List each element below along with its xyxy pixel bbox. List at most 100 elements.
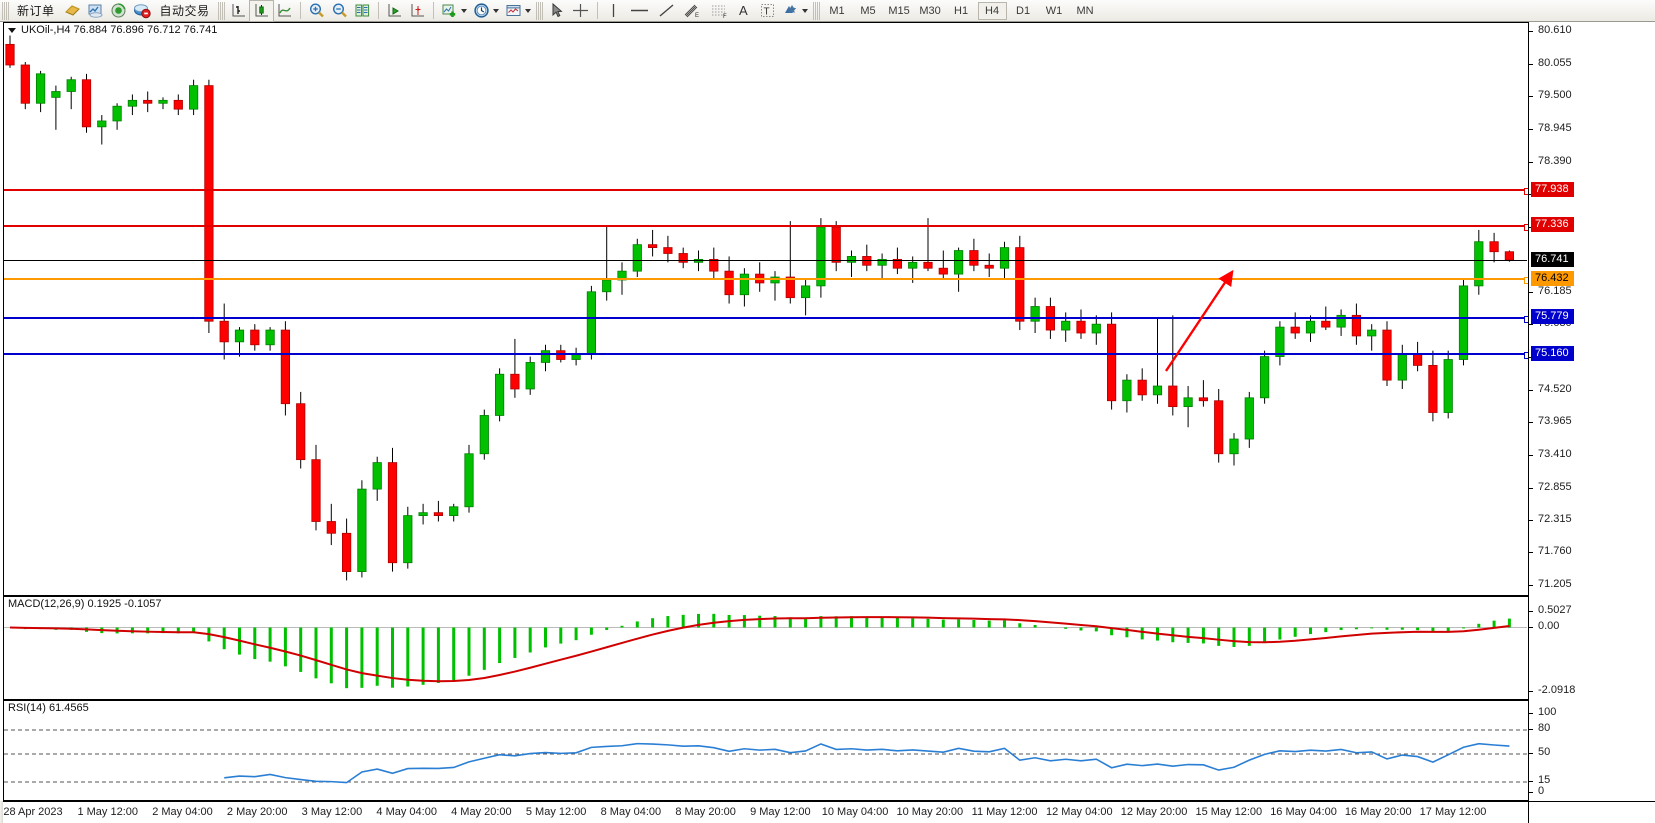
chart-container[interactable]: UKOil-,H4 76.884 76.896 76.712 76.741 80… [0,22,1655,823]
horizontal-line-icon[interactable] [625,1,654,21]
timeframe-m1[interactable]: M1 [829,4,845,17]
timeframe-m5[interactable]: M5 [860,4,876,17]
period-icon[interactable] [470,1,502,21]
level-line-current-price[interactable] [4,259,1527,261]
auto-trading-label: 自动交易 [159,4,210,18]
time-label: 10 May 20:00 [896,806,964,818]
rsi-title: RSI(14) 61.4565 [8,702,89,714]
level-line-entry-level[interactable] [4,277,1531,285]
svg-text:F: F [723,14,727,19]
timeframe-m30[interactable]: M30 [919,4,941,17]
time-label: 17 May 12:00 [1419,806,1487,818]
chart-symbol-title: UKOil-,H4 76.884 76.896 76.712 76.741 [8,24,217,36]
new-order-button[interactable]: 新订单 [11,1,61,21]
price-pane[interactable]: UKOil-,H4 76.884 76.896 76.712 76.741 80… [0,22,1655,596]
price-badge-support-1[interactable]: 75.779 [1531,309,1574,325]
equidistant-channel-icon[interactable]: E [679,1,706,21]
crosshair-icon[interactable] [568,1,593,21]
time-label: 1 May 12:00 [77,806,139,818]
level-line-resistance-2[interactable] [4,188,1531,196]
level-line-support-2[interactable] [4,352,1531,360]
templates-dropdown-caret[interactable] [524,8,531,13]
time-label: 11 May 12:00 [971,806,1038,818]
rsi-plot [4,729,1527,784]
timeframe-m15[interactable]: M15 [888,4,910,17]
shapes-dropdown-caret[interactable] [801,8,808,13]
chart-menu-caret-icon[interactable] [8,27,16,33]
toolbar-separator-3 [432,2,434,19]
price-badge-current-price[interactable]: 76.741 [1531,252,1574,268]
time-label: 2 May 20:00 [226,806,288,818]
timeframe-d1[interactable]: D1 [1016,4,1031,17]
text-icon[interactable]: T [756,1,779,21]
macd-pane[interactable]: MACD(12,26,9) 0.1925 -0.1057 0.5027 0.00-… [0,596,1655,700]
vertical-line-icon[interactable] [602,1,625,21]
time-label: 9 May 12:00 [750,806,811,818]
rsi-pane[interactable]: RSI(14) 61.4565 100 80 50 15 0 [0,700,1655,801]
indicators-dropdown-caret[interactable] [460,8,467,13]
toolbar-separator-1 [299,2,301,19]
time-label: 2 May 04:00 [152,806,213,818]
fibonacci-icon[interactable]: F [706,1,733,21]
toolbar-grip-2[interactable] [217,1,225,20]
auto-trading-button[interactable]: 自动交易 [154,1,216,21]
time-label: 4 May 04:00 [376,806,437,818]
period-dropdown-caret[interactable] [492,8,499,13]
indicators-icon[interactable] [438,1,470,21]
time-label: 4 May 20:00 [451,806,512,818]
macd-title: MACD(12,26,9) 0.1925 -0.1057 [8,598,162,610]
auto-trading-icon[interactable] [130,1,154,21]
price-badge-support-2[interactable]: 75.160 [1531,345,1574,361]
timeframe-h1[interactable]: H1 [954,4,969,17]
toolbar-grip-4[interactable] [812,1,820,20]
auto-scroll-icon[interactable] [406,1,429,21]
time-label: 3 May 12:00 [301,806,363,818]
line-chart-icon[interactable] [273,1,296,21]
svg-text:A: A [739,3,748,18]
time-label: 16 May 04:00 [1270,806,1337,818]
macd-pane-border [3,596,1528,700]
time-label: 16 May 20:00 [1344,806,1412,818]
zoom-out-icon[interactable] [328,1,351,21]
timeframe-mn[interactable]: MN [1076,4,1094,17]
timeframe-w1[interactable]: W1 [1045,4,1063,17]
time-label: 8 May 04:00 [600,806,662,818]
time-label: 8 May 20:00 [675,806,736,818]
svg-text:E: E [695,13,699,19]
toolbar-grip[interactable] [2,1,9,20]
profile-icon[interactable] [61,1,84,21]
templates-icon[interactable] [502,1,534,21]
timeframe-h4[interactable]: H4 [977,1,1007,20]
macd-plot [4,613,1527,689]
level-line-resistance-1[interactable] [4,223,1531,231]
zoom-in-icon[interactable] [305,1,328,21]
axis-corner [1528,801,1655,823]
cursor-icon[interactable] [545,1,568,21]
time-label: 28 Apr 2023 [3,806,63,818]
time-label: 15 May 12:00 [1195,806,1263,818]
price-badge-resistance-2[interactable]: 77.938 [1531,181,1574,197]
candlestick-chart-icon[interactable] [248,0,274,22]
rsi-axis: 100 80 50 15 0 [1528,700,1655,801]
bar-chart-icon[interactable] [227,1,250,21]
tile-windows-icon[interactable] [351,1,374,21]
shapes-icon[interactable] [779,1,811,21]
level-line-support-1[interactable] [4,315,1531,323]
price-badge-entry-level[interactable]: 76.432 [1531,270,1574,286]
time-label: 12 May 04:00 [1045,806,1113,818]
price-badge-resistance-1[interactable]: 77.336 [1531,217,1574,233]
price-pane-border [3,22,1528,596]
toolbar-grip-3[interactable] [535,1,543,20]
time-axis[interactable]: 28 Apr 2023 1 May 12:00 2 May 04:00 2 May 2… [3,801,1528,823]
price-axis[interactable]: 80.610 80.055 79.500 78.945 78.390 77.83… [1528,22,1655,596]
toolbar-separator-4 [596,2,598,19]
shift-end-icon[interactable] [383,1,406,21]
macd-axis: 0.5027 0.00 -2.0918 [1528,596,1655,700]
trendline-icon[interactable] [654,1,679,21]
rsi-pane-border [3,700,1528,801]
text-label-icon[interactable]: A [733,1,756,21]
price-candles [5,35,1514,581]
main-toolbar: 新订单 [0,0,1655,22]
navigator-icon[interactable] [107,1,130,21]
market-watch-icon[interactable] [84,1,107,21]
